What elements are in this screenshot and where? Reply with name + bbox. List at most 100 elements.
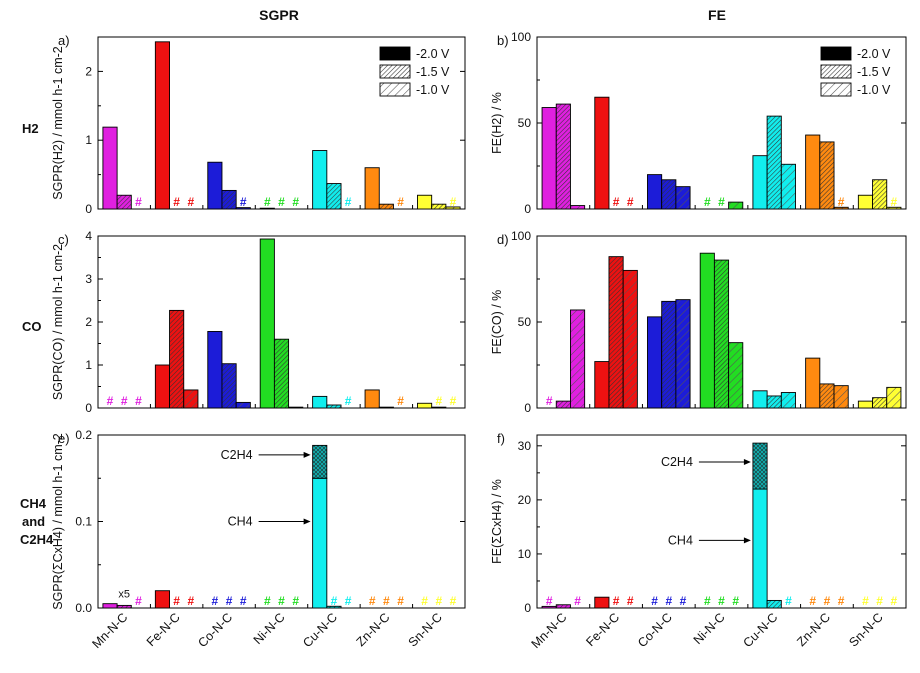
bar-cu-n-c-s1 (766, 395, 782, 409)
bar-sn-n-c-s0 (857, 400, 873, 409)
annotation-x5: x5 (118, 589, 130, 601)
legend-a: -2.0 V -1.5 V -1.0 V (379, 46, 450, 97)
y-tick-label: 0 (85, 202, 92, 216)
missing-marker: # (397, 394, 404, 408)
col-title-sgpr: SGPR (259, 7, 299, 23)
bar-cu-n-c-s0 (752, 155, 768, 210)
bar-c2h4-stack (752, 442, 768, 490)
missing-marker: # (574, 594, 581, 608)
bar-ni-n-c-s2 (288, 406, 304, 409)
missing-marker: # (135, 594, 142, 608)
missing-marker: # (369, 594, 376, 608)
bar-mn-n-c-s1 (116, 194, 132, 210)
bar-mn-n-c-s2 (570, 309, 586, 409)
x-tick-label-co-n-c: Co-N-C (195, 610, 235, 650)
missing-marker: # (651, 594, 658, 608)
bar-mn-n-c-s2 (570, 205, 586, 210)
annotation-c2h4: C2H4 (661, 455, 693, 469)
missing-marker: # (546, 394, 553, 408)
bar-cu-n-c-s1 (326, 605, 342, 609)
bar-zn-n-c-s1 (378, 406, 394, 409)
missing-marker: # (278, 195, 285, 209)
bar-co-n-c-s2 (675, 299, 691, 409)
bar-cu-n-c-s1 (326, 183, 342, 210)
missing-marker: # (732, 594, 739, 608)
bar-cu-n-c-s1 (766, 599, 782, 609)
arrowhead-c2h4 (743, 459, 751, 466)
bar-zn-n-c-s0 (805, 357, 821, 409)
legend-label-0: -2.0 V (416, 47, 450, 61)
bar-fe-n-c-s0 (594, 361, 610, 409)
missing-marker: # (212, 594, 219, 608)
y-tick-label: 100 (511, 229, 531, 243)
panel-label: b) (497, 33, 509, 48)
bar-zn-n-c-s2 (833, 385, 849, 409)
y-tick-label: 1 (85, 358, 92, 372)
missing-marker: # (345, 594, 352, 608)
missing-marker: # (292, 195, 299, 209)
missing-marker: # (546, 594, 553, 608)
row-label-co-text: CO (22, 319, 42, 334)
legend-swatch-0 (379, 46, 411, 61)
missing-marker: # (718, 594, 725, 608)
x-tick-label-zn-n-c: Zn-N-C (354, 610, 393, 649)
x-tick-label-mn-n-c: Mn-N-C (529, 610, 570, 651)
bar-cu-n-c-s1 (326, 404, 342, 409)
bar-fe-n-c-s0 (154, 590, 170, 609)
bar-co-n-c-s2 (235, 401, 251, 409)
x-tick-label-fe-n-c: Fe-N-C (583, 610, 622, 649)
missing-marker: # (627, 594, 634, 608)
bar-sn-n-c-s1 (872, 397, 888, 409)
y-axis-label: SGPR(H2) / mmol h-1 cm-2 (51, 46, 65, 200)
legend-label-0: -2.0 V (857, 47, 891, 61)
annotation-ch4: CH4 (228, 515, 253, 529)
missing-marker: # (450, 195, 457, 209)
panel-label: a) (58, 33, 70, 48)
bar-co-n-c-s0 (647, 174, 663, 210)
missing-marker: # (613, 594, 620, 608)
bar-co-n-c-s2 (235, 207, 251, 210)
missing-marker: # (627, 195, 634, 209)
bar-ni-n-c-s2 (728, 342, 744, 409)
panel-c: 0 1 2 3 4 c)SGPR(CO) / mmol h-1 cm-2 # # # # # # # (51, 229, 466, 415)
missing-marker: # (890, 195, 897, 209)
bar-cu-n-c-s0 (312, 395, 328, 409)
bar-co-n-c-s0 (207, 331, 223, 409)
bar-mn-n-c-s1 (116, 604, 132, 609)
panel-frame (97, 36, 466, 210)
bar-cu-n-c-s1 (766, 115, 782, 210)
y-tick-label: 0.2 (75, 428, 92, 442)
x-tick-label-ni-n-c: Ni-N-C (691, 610, 728, 647)
bar-ni-n-c-s2 (728, 201, 744, 210)
missing-marker: # (680, 594, 687, 608)
x-tick-label-sn-n-c: Sn-N-C (406, 610, 445, 649)
y-tick-label: 0 (85, 401, 92, 415)
x-tick-label-cu-n-c: Cu-N-C (740, 610, 780, 650)
bar-co-n-c-s0 (207, 161, 223, 210)
missing-marker: # (450, 594, 457, 608)
missing-marker: # (173, 195, 180, 209)
bar-ni-n-c-s1 (713, 259, 730, 409)
bar-sn-n-c-s0 (857, 194, 873, 210)
missing-marker: # (704, 195, 711, 209)
y-tick-label: 0.1 (75, 515, 92, 529)
missing-marker: # (397, 195, 404, 209)
x-tick-label-sn-n-c: Sn-N-C (846, 610, 885, 649)
missing-marker: # (278, 594, 285, 608)
bar-co-n-c-s1 (221, 189, 237, 210)
legend-swatch-0 (820, 46, 852, 61)
missing-marker: # (838, 195, 845, 209)
bar-co-n-c-s1 (661, 179, 677, 210)
missing-marker: # (135, 394, 142, 408)
y-tick-label: 0.0 (75, 601, 92, 615)
bar-zn-n-c-s0 (364, 167, 380, 210)
bar-co-n-c-s1 (221, 363, 237, 409)
legend-swatch-2 (379, 82, 411, 97)
bar-zn-n-c-s2 (833, 206, 849, 210)
missing-marker: # (187, 195, 194, 209)
bar-mn-n-c-s1 (555, 103, 571, 210)
missing-marker: # (345, 195, 352, 209)
bar-c2h4-stack (312, 444, 328, 479)
